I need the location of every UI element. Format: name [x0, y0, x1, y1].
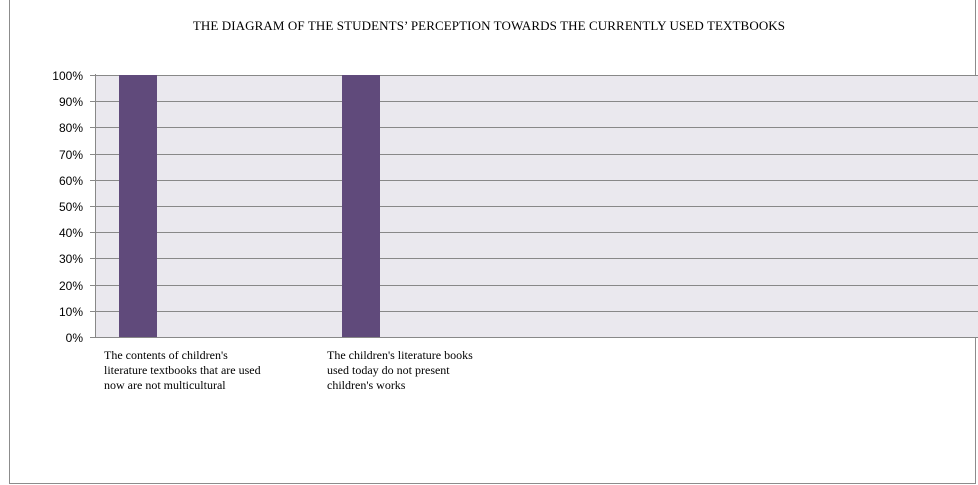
gridline: [96, 232, 978, 233]
gridline: [96, 180, 978, 181]
y-tick-mark: [90, 232, 96, 233]
bar: [342, 75, 380, 337]
y-tick-mark: [90, 180, 96, 181]
gridline: [96, 206, 978, 207]
bar: [119, 75, 157, 337]
gridline: [96, 285, 978, 286]
gridline: [96, 258, 978, 259]
y-tick-label: 80%: [58, 121, 83, 135]
y-tick-label: 40%: [58, 226, 83, 240]
gridline: [96, 311, 978, 312]
y-tick-mark: [90, 337, 96, 338]
chart-title: THE DIAGRAM OF THE STUDENTS’ PERCEPTION …: [192, 18, 786, 33]
y-tick-mark: [90, 258, 96, 259]
gridline: [96, 127, 978, 128]
gridline: [96, 337, 978, 338]
y-tick-label: 0%: [65, 331, 83, 345]
y-tick-mark: [90, 206, 96, 207]
gridline: [96, 154, 978, 155]
y-tick-label: 100%: [52, 69, 83, 83]
y-tick-label: 50%: [58, 200, 83, 214]
y-tick-label: 90%: [58, 95, 83, 109]
y-tick-label: 20%: [58, 279, 83, 293]
gridline: [96, 75, 978, 76]
y-tick-mark: [90, 75, 96, 76]
y-tick-mark: [90, 285, 96, 286]
y-tick-mark: [90, 101, 96, 102]
y-tick-label: 70%: [58, 148, 83, 162]
x-category-label: The children's literature books used toda…: [327, 348, 473, 392]
y-tick-mark: [90, 154, 96, 155]
x-category-label: The contents of children's literature tex…: [104, 348, 261, 392]
y-tick-label: 30%: [58, 252, 83, 266]
y-tick-label: 60%: [58, 174, 83, 188]
y-tick-mark: [90, 127, 96, 128]
y-tick-mark: [90, 311, 96, 312]
gridline: [96, 101, 978, 102]
y-tick-label: 10%: [58, 305, 83, 319]
